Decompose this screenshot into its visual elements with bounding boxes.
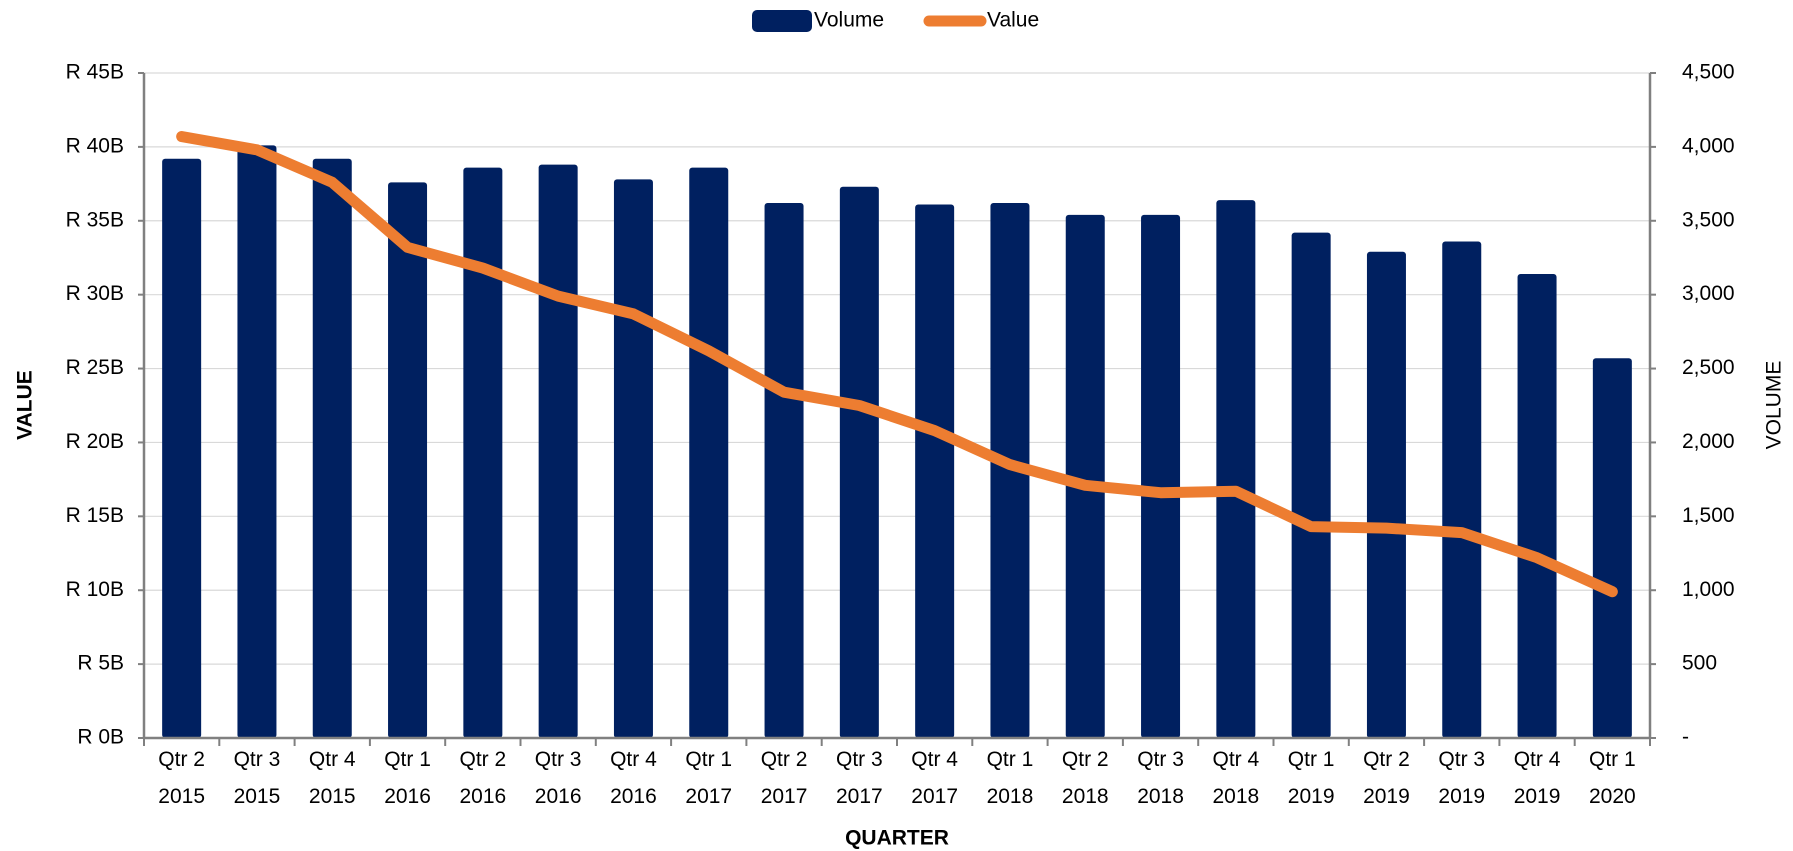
bar xyxy=(312,158,352,738)
bar xyxy=(538,164,578,739)
bar xyxy=(1291,232,1331,738)
bar xyxy=(1517,273,1557,738)
y-tick-label: R 35B xyxy=(66,208,124,231)
bar xyxy=(463,167,503,739)
x-tick-label: Qtr 3 2018 xyxy=(1137,748,1184,808)
y2-axis-title: VOLUME xyxy=(1763,361,1786,450)
legend-label: Value xyxy=(987,9,1039,32)
bar xyxy=(1366,251,1406,739)
bar xyxy=(839,186,879,739)
y2-tick-label: 3,000 xyxy=(1682,282,1735,305)
x-tick-label: Qtr 3 2015 xyxy=(233,748,281,808)
y2-tick-label: 500 xyxy=(1682,652,1717,675)
x-tick-label: Qtr 2 2017 xyxy=(760,748,808,808)
bar xyxy=(1442,241,1482,738)
x-tick-label: Qtr 4 2019 xyxy=(1513,748,1561,808)
bar xyxy=(1141,214,1181,738)
x-tick-label: Qtr 4 2015 xyxy=(308,748,356,808)
y-axis-title: VALUE xyxy=(14,370,37,440)
x-tick-label: Qtr 2 2019 xyxy=(1363,748,1410,808)
bar xyxy=(1592,358,1632,738)
bar xyxy=(162,158,202,738)
x-tick-label: Qtr 1 2019 xyxy=(1287,748,1335,808)
x-tick-label: Qtr 1 2018 xyxy=(986,748,1034,808)
bar xyxy=(1065,214,1105,738)
y-tick-label: R 30B xyxy=(66,282,124,305)
line xyxy=(176,131,1618,598)
x-tick-label: Qtr 3 2016 xyxy=(534,748,582,808)
y2-tick-label: 4,000 xyxy=(1682,134,1735,157)
bar xyxy=(764,203,804,739)
bar xyxy=(915,204,955,738)
y-tick-label: R 25B xyxy=(66,356,124,379)
y-tick-label: R 45B xyxy=(66,61,124,84)
bar xyxy=(237,145,277,738)
y2-tick-label: 4,500 xyxy=(1682,61,1735,84)
x-tick-label: Qtr 3 2019 xyxy=(1438,748,1486,808)
y2-tick-label: 1,500 xyxy=(1682,504,1735,527)
y-tick-label: R 0B xyxy=(77,726,124,749)
x-tick-label: Qtr 2 2018 xyxy=(1061,748,1109,808)
bar xyxy=(388,182,428,738)
y2-tick-label: 2,500 xyxy=(1682,356,1735,379)
legend-swatch xyxy=(752,10,812,32)
x-tick-label: Qtr 4 2016 xyxy=(610,748,657,808)
x-tick-label: Qtr 3 2017 xyxy=(835,748,883,808)
bar xyxy=(613,179,653,738)
y2-tick-label: - xyxy=(1682,726,1689,749)
bar xyxy=(1216,200,1256,739)
x-tick-label: Qtr 1 2017 xyxy=(685,748,733,808)
y2-tick-label: 3,500 xyxy=(1682,208,1735,231)
y-tick-label: R 15B xyxy=(66,504,124,527)
bar xyxy=(689,167,729,739)
bar xyxy=(990,203,1030,739)
x-tick-label: Qtr 1 2016 xyxy=(384,748,431,808)
y-tick-label: R 10B xyxy=(66,578,124,601)
x-tick-label: Qtr 2 2016 xyxy=(459,748,507,808)
legend-label: Volume xyxy=(814,9,884,32)
x-tick-label: Qtr 4 2018 xyxy=(1212,748,1260,808)
y2-tick-label: 2,000 xyxy=(1682,430,1735,453)
y-tick-label: R 40B xyxy=(66,134,124,157)
y2-tick-label: 1,000 xyxy=(1682,578,1735,601)
x-tick-label: Qtr 2 2015 xyxy=(158,748,205,808)
y-tick-label: R 20B xyxy=(66,430,124,453)
y-tick-label: R 5B xyxy=(77,652,124,675)
x-tick-label: Qtr 4 2017 xyxy=(911,748,958,808)
x-axis-title: QUARTER xyxy=(845,827,949,850)
x-tick-label: Qtr 1 2020 xyxy=(1588,748,1636,808)
